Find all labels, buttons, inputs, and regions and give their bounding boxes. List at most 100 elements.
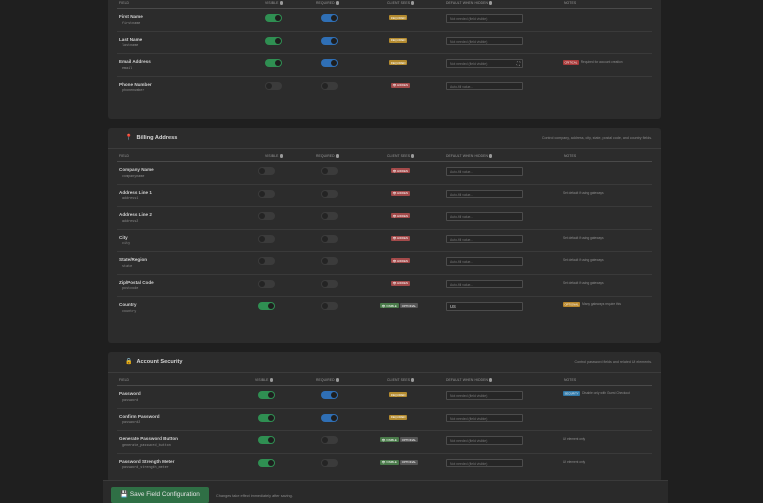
visible-toggle[interactable] xyxy=(258,436,275,444)
field-row-lastname: Last Name lastname REQUIRED Not needed (… xyxy=(117,32,652,54)
default-value-input[interactable]: Not needed (field visible) xyxy=(446,436,523,445)
field-row-address1: Address Line 1 address1 👁 HIDDEN Auto-fi… xyxy=(117,185,652,207)
col-notes: NOTES xyxy=(564,1,577,5)
col-default-hidden: DEFAULT WHEN HIDDEN xyxy=(446,1,493,5)
required-toggle[interactable] xyxy=(321,302,338,310)
field-note: Set default if using gateways xyxy=(563,190,604,195)
field-row-password2: Confirm Password password2 REQUIRED Not … xyxy=(117,409,652,431)
client-sees-badge: 👁 VISIBLE xyxy=(380,459,399,465)
field-key: companyname xyxy=(122,174,145,179)
col-required: REQUIRED xyxy=(316,154,340,158)
contact-table-header: FIELD VISIBLE REQUIRED CLIENT SEES DEFAU… xyxy=(117,0,652,9)
default-value-input[interactable]: Not needed (field visible) xyxy=(446,14,523,23)
default-value-input[interactable]: Not needed (field visible) xyxy=(446,391,523,400)
field-name: City xyxy=(119,234,128,240)
default-value-input[interactable]: Not needed (field visible) xyxy=(446,458,523,467)
visible-toggle[interactable] xyxy=(265,59,282,67)
save-bar: 💾 Save Field Configuration Changes take … xyxy=(103,480,668,503)
field-name: Password Strength Meter xyxy=(119,458,175,464)
col-client-sees: CLIENT SEES xyxy=(387,378,415,382)
default-value-input[interactable]: Auto-fill value... xyxy=(446,81,523,90)
field-row-password: Password password REQUIRED Not needed (f… xyxy=(117,386,652,409)
visible-toggle[interactable] xyxy=(258,413,275,422)
field-note: OPTIONAL Many gateways require this xyxy=(563,301,621,307)
client-sees-badge: REQUIRED xyxy=(389,392,408,398)
col-default-hidden: DEFAULT WHEN HIDDEN xyxy=(446,154,493,158)
optional-badge: OPTIONAL xyxy=(400,459,418,465)
visible-toggle[interactable] xyxy=(265,14,282,22)
save-configuration-button[interactable]: 💾 Save Field Configuration xyxy=(111,487,209,503)
field-name: First Name xyxy=(119,14,143,19)
visible-toggle[interactable] xyxy=(265,81,282,90)
required-toggle[interactable] xyxy=(321,234,338,243)
field-note: Set default if using gateways xyxy=(563,280,604,285)
field-row-companyname: Company Name companyname 👁 HIDDEN Auto-f… xyxy=(117,162,652,185)
visible-toggle[interactable] xyxy=(258,234,275,243)
help-icon xyxy=(279,1,283,5)
field-name: Phone Number xyxy=(119,81,152,87)
field-note: CRITICAL Required for account creation xyxy=(563,59,623,65)
field-name: Zip/Postal Code xyxy=(119,279,154,285)
help-icon xyxy=(411,378,415,382)
visible-toggle[interactable] xyxy=(258,391,275,399)
field-key: lastname xyxy=(122,44,139,48)
field-name: Country xyxy=(119,302,137,307)
default-value-input[interactable]: Auto-fill value... xyxy=(446,279,523,288)
client-sees-badge: 👁 HIDDEN xyxy=(391,190,410,196)
col-required: REQUIRED xyxy=(316,1,340,5)
required-toggle[interactable] xyxy=(321,36,338,45)
default-value-input[interactable]: Auto-fill value... xyxy=(446,257,523,266)
required-toggle[interactable] xyxy=(321,279,338,288)
field-name: Email Address xyxy=(119,59,151,64)
client-sees-badge: REQUIRED xyxy=(389,37,408,43)
default-value-input[interactable]: Auto-fill value... xyxy=(446,167,523,176)
default-value-input[interactable]: Not needed (field visible) xyxy=(446,413,523,422)
client-sees-badge: REQUIRED xyxy=(389,414,408,420)
contact-details-card: FIELD VISIBLE REQUIRED CLIENT SEES DEFAU… xyxy=(108,0,661,119)
field-name: State/Region xyxy=(119,257,148,262)
visible-toggle[interactable] xyxy=(258,189,275,198)
required-toggle[interactable] xyxy=(321,167,338,175)
visible-toggle[interactable] xyxy=(258,257,275,265)
field-name: Address Line 2 xyxy=(119,212,152,217)
field-row-firstname: First Name firstname REQUIRED Not needed… xyxy=(117,9,652,32)
required-toggle[interactable] xyxy=(321,14,338,22)
required-toggle[interactable] xyxy=(321,458,338,467)
col-field: FIELD xyxy=(119,154,130,158)
visible-toggle[interactable] xyxy=(258,212,275,220)
field-note: UI element only xyxy=(563,437,586,441)
critical-badge: CRITICAL xyxy=(563,59,579,65)
required-toggle[interactable] xyxy=(321,436,338,444)
default-value-input[interactable]: US xyxy=(446,302,523,311)
required-toggle[interactable] xyxy=(321,212,338,220)
default-value-input[interactable]: Auto-fill value... xyxy=(446,189,523,198)
field-key: password xyxy=(122,398,139,403)
default-value-input[interactable]: Not needed (field visible) ⛶ xyxy=(446,59,523,68)
visible-toggle[interactable] xyxy=(258,302,275,310)
visible-toggle[interactable] xyxy=(258,458,275,467)
required-toggle[interactable] xyxy=(321,413,338,422)
default-value-input[interactable]: Not needed (field visible) xyxy=(446,36,523,45)
field-key: address2 xyxy=(122,219,139,224)
default-value-input[interactable]: Auto-fill value... xyxy=(446,234,523,243)
required-toggle[interactable] xyxy=(321,81,338,90)
client-sees-badge: 👁 HIDDEN xyxy=(391,82,410,88)
required-toggle[interactable] xyxy=(321,189,338,198)
visible-toggle[interactable] xyxy=(265,36,282,45)
visible-toggle[interactable] xyxy=(258,167,275,175)
required-toggle[interactable] xyxy=(321,59,338,67)
field-name: Company Name xyxy=(119,167,154,172)
field-name: Confirm Password xyxy=(119,413,160,419)
client-sees-badge: 👁 HIDDEN xyxy=(391,235,410,241)
required-toggle[interactable] xyxy=(321,257,338,265)
field-key: generate_password_button xyxy=(122,443,171,448)
field-key: postcode xyxy=(122,287,139,291)
default-value-input[interactable]: Auto-fill value... xyxy=(446,212,523,221)
visible-toggle[interactable] xyxy=(258,279,275,288)
col-default-hidden: DEFAULT WHEN HIDDEN xyxy=(446,378,493,382)
required-toggle[interactable] xyxy=(321,391,338,399)
client-sees-badge: 👁 HIDDEN xyxy=(391,213,410,219)
col-field: FIELD xyxy=(119,378,130,382)
help-icon xyxy=(279,154,283,158)
billing-table-header: FIELD VISIBLE REQUIRED CLIENT SEES DEFAU… xyxy=(117,149,652,162)
